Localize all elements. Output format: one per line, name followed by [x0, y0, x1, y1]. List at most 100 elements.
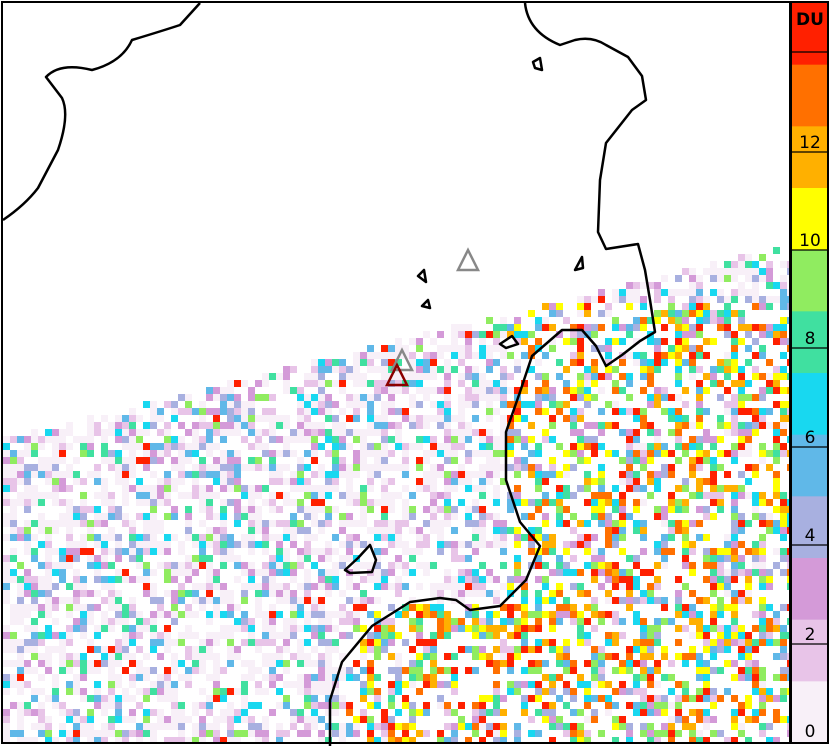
so2-pixel: [507, 324, 514, 331]
so2-pixel: [766, 464, 773, 471]
so2-pixel: [31, 429, 38, 436]
so2-pixel: [339, 408, 346, 415]
so2-pixel: [10, 660, 17, 667]
so2-pixel: [444, 611, 451, 618]
so2-pixel: [129, 429, 136, 436]
so2-pixel: [353, 492, 360, 499]
so2-pixel: [283, 583, 290, 590]
so2-pixel: [206, 646, 213, 653]
so2-pixel: [206, 443, 213, 450]
so2-pixel: [115, 646, 122, 653]
so2-pixel: [479, 527, 486, 534]
so2-pixel: [619, 324, 626, 331]
so2-pixel: [178, 611, 185, 618]
so2-pixel: [556, 485, 563, 492]
so2-pixel: [66, 527, 73, 534]
so2-pixel: [10, 527, 17, 534]
so2-pixel: [689, 590, 696, 597]
so2-pixel: [542, 492, 549, 499]
so2-pixel: [185, 401, 192, 408]
so2-pixel: [206, 527, 213, 534]
so2-pixel: [367, 429, 374, 436]
so2-pixel: [437, 597, 444, 604]
so2-pixel: [164, 737, 171, 744]
so2-pixel: [164, 401, 171, 408]
so2-pixel: [325, 380, 332, 387]
so2-pixel: [332, 667, 339, 674]
so2-pixel: [171, 716, 178, 723]
so2-pixel: [276, 534, 283, 541]
so2-pixel: [339, 464, 346, 471]
so2-pixel: [549, 303, 556, 310]
so2-pixel: [283, 534, 290, 541]
so2-pixel: [703, 303, 710, 310]
so2-pixel: [10, 450, 17, 457]
so2-pixel: [423, 569, 430, 576]
so2-pixel: [654, 702, 661, 709]
so2-pixel: [549, 422, 556, 429]
so2-pixel: [262, 464, 269, 471]
so2-pixel: [227, 604, 234, 611]
so2-pixel: [689, 548, 696, 555]
so2-pixel: [353, 499, 360, 506]
so2-pixel: [255, 681, 262, 688]
so2-pixel: [647, 394, 654, 401]
so2-pixel: [227, 632, 234, 639]
so2-pixel: [528, 527, 535, 534]
so2-pixel: [409, 709, 416, 716]
so2-pixel: [472, 506, 479, 513]
so2-pixel: [766, 324, 773, 331]
so2-pixel: [465, 611, 472, 618]
so2-pixel: [318, 373, 325, 380]
so2-pixel: [738, 394, 745, 401]
so2-pixel: [542, 303, 549, 310]
so2-pixel: [234, 457, 241, 464]
so2-pixel: [570, 660, 577, 667]
so2-pixel: [409, 569, 416, 576]
so2-pixel: [52, 604, 59, 611]
so2-pixel: [101, 709, 108, 716]
so2-pixel: [325, 737, 332, 744]
so2-pixel: [17, 436, 24, 443]
so2-pixel: [626, 457, 633, 464]
so2-pixel: [164, 422, 171, 429]
so2-pixel: [10, 674, 17, 681]
so2-pixel: [255, 597, 262, 604]
colorbar-tick-label: 2: [805, 625, 816, 645]
so2-pixel: [661, 730, 668, 737]
so2-pixel: [171, 401, 178, 408]
so2-pixel: [500, 436, 507, 443]
so2-pixel: [598, 653, 605, 660]
so2-pixel: [192, 471, 199, 478]
so2-pixel: [325, 520, 332, 527]
so2-pixel: [59, 471, 66, 478]
so2-pixel: [521, 681, 528, 688]
so2-pixel: [535, 408, 542, 415]
so2-pixel: [780, 499, 787, 506]
so2-pixel: [367, 471, 374, 478]
so2-pixel: [143, 450, 150, 457]
so2-pixel: [164, 478, 171, 485]
so2-pixel: [409, 338, 416, 345]
so2-pixel: [458, 394, 465, 401]
so2-pixel: [556, 492, 563, 499]
so2-pixel: [136, 541, 143, 548]
so2-pixel: [66, 443, 73, 450]
so2-pixel: [101, 478, 108, 485]
so2-pixel: [654, 576, 661, 583]
so2-pixel: [66, 660, 73, 667]
so2-pixel: [374, 548, 381, 555]
so2-pixel: [654, 394, 661, 401]
so2-pixel: [689, 541, 696, 548]
so2-pixel: [395, 541, 402, 548]
so2-pixel: [17, 723, 24, 730]
so2-pixel: [591, 436, 598, 443]
so2-pixel: [724, 422, 731, 429]
so2-pixel: [213, 457, 220, 464]
so2-pixel: [549, 457, 556, 464]
so2-pixel: [192, 464, 199, 471]
so2-pixel: [213, 604, 220, 611]
so2-pixel: [626, 331, 633, 338]
so2-pixel: [31, 653, 38, 660]
so2-pixel: [108, 548, 115, 555]
